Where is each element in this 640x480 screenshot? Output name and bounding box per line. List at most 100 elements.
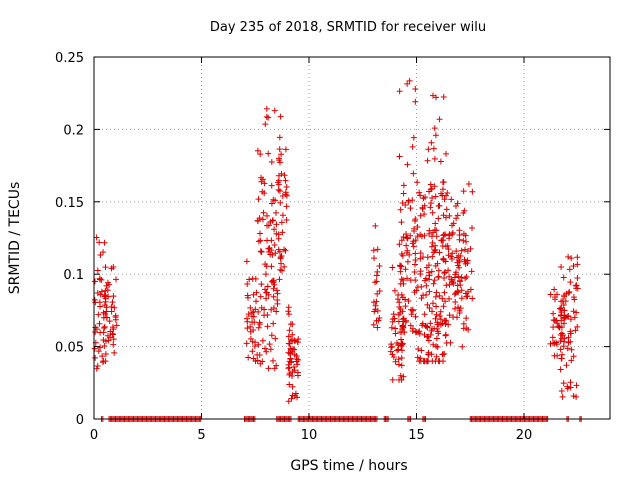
data-point <box>420 195 427 202</box>
data-point <box>97 251 104 258</box>
data-point <box>263 105 270 112</box>
data-point <box>437 316 444 323</box>
data-point <box>294 394 301 401</box>
data-point <box>254 218 261 225</box>
data-point <box>245 354 252 361</box>
y-tick-label: 0.25 <box>55 51 84 66</box>
data-point <box>567 384 574 391</box>
data-point <box>397 306 404 313</box>
data-point <box>265 245 272 252</box>
data-point <box>571 314 578 321</box>
data-point <box>370 321 377 328</box>
data-point <box>440 179 447 186</box>
data-point <box>281 246 288 253</box>
data-point <box>372 279 379 286</box>
data-point <box>429 239 436 246</box>
data-point <box>457 252 464 259</box>
data-point <box>265 365 272 372</box>
data-point <box>441 269 448 276</box>
data-point <box>93 365 100 372</box>
data-point <box>274 290 281 297</box>
data-point <box>456 236 463 243</box>
data-point <box>400 182 407 189</box>
data-point <box>562 298 569 305</box>
data-point <box>551 286 558 293</box>
data-point <box>442 331 449 338</box>
data-point <box>412 313 419 320</box>
data-point <box>273 308 280 315</box>
data-point <box>468 268 475 275</box>
data-point <box>101 324 108 331</box>
data-point <box>436 358 443 365</box>
data-point <box>103 282 110 289</box>
data-point <box>102 293 109 300</box>
data-point <box>440 186 447 193</box>
data-point <box>398 276 405 283</box>
data-point <box>396 241 403 248</box>
data-point <box>97 276 104 283</box>
data-point <box>288 395 295 402</box>
data-point <box>278 260 285 267</box>
data-point <box>389 318 396 325</box>
data-point <box>282 146 289 153</box>
data-point <box>406 251 413 258</box>
data-point <box>392 358 399 365</box>
data-points <box>91 77 585 422</box>
data-point <box>561 292 568 299</box>
data-point <box>560 343 567 350</box>
data-point <box>573 382 580 389</box>
data-point <box>286 327 293 334</box>
data-point <box>400 190 407 197</box>
data-point <box>455 262 462 269</box>
data-point <box>433 343 440 350</box>
data-point <box>558 264 565 271</box>
data-point <box>431 183 438 190</box>
data-point <box>256 351 263 358</box>
data-point <box>272 335 279 342</box>
data-point <box>255 324 262 331</box>
data-point <box>458 287 465 294</box>
data-point <box>266 245 273 252</box>
data-point <box>462 246 469 253</box>
chart-title: Day 235 of 2018, SRMTID for receiver wil… <box>210 20 486 35</box>
data-point <box>403 230 410 237</box>
data-point <box>460 188 467 195</box>
data-point <box>398 250 405 257</box>
data-point <box>395 356 402 363</box>
data-point <box>289 383 296 390</box>
data-point <box>244 292 251 299</box>
data-point <box>441 196 448 203</box>
data-point <box>277 159 284 166</box>
data-point <box>101 239 108 246</box>
data-point <box>406 77 413 84</box>
data-point <box>409 143 416 150</box>
data-point <box>273 287 280 294</box>
data-point <box>254 147 261 154</box>
data-point <box>106 281 113 288</box>
data-point <box>282 177 289 184</box>
data-point <box>278 253 285 260</box>
data-point <box>442 243 449 250</box>
data-point <box>266 341 273 348</box>
data-point <box>289 392 296 399</box>
data-point <box>281 172 288 179</box>
data-point <box>273 362 280 369</box>
data-point <box>265 222 272 229</box>
data-point <box>431 277 438 284</box>
data-point <box>568 357 575 364</box>
data-point <box>424 333 431 340</box>
data-point <box>292 390 299 397</box>
data-point <box>395 361 402 368</box>
data-point <box>423 291 430 298</box>
data-point <box>111 349 118 356</box>
data-point <box>566 288 573 295</box>
data-point <box>262 286 269 293</box>
data-point <box>446 281 453 288</box>
data-point <box>373 278 380 285</box>
data-point <box>434 343 441 350</box>
data-point <box>564 385 571 392</box>
data-point <box>452 203 459 210</box>
data-point <box>261 306 268 313</box>
data-point <box>97 291 104 298</box>
